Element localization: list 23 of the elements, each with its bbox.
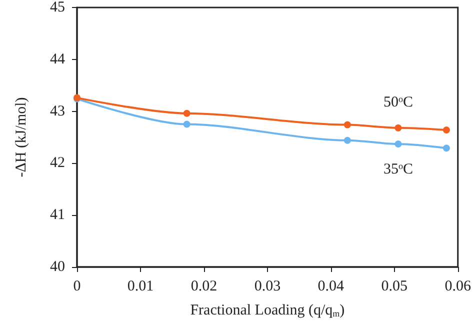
- y-tick-label: 44: [50, 51, 66, 68]
- x-tick-label: 0.01: [127, 278, 154, 294]
- y-tick-label: 45: [50, 0, 65, 16]
- x-tick-label: 0.05: [381, 278, 408, 294]
- x-tick-label: 0.04: [318, 278, 345, 294]
- x-tick-label: 0.02: [190, 278, 218, 294]
- x-axis-title: Fractional Loading (q/qm): [190, 302, 345, 318]
- point: [394, 124, 402, 132]
- point: [344, 121, 351, 128]
- x-tick-label: 0.06: [444, 278, 472, 294]
- point: [344, 136, 351, 144]
- x-tick-label: 0: [73, 278, 81, 294]
- y-tick-label: 42: [50, 155, 65, 172]
- point: [442, 144, 450, 152]
- y-tick-label: 41: [50, 207, 65, 224]
- y-tick-label: 43: [50, 103, 65, 120]
- y-axis-title: -ΔH (kJ/mol): [14, 97, 30, 178]
- point: [442, 126, 450, 134]
- point: [183, 110, 190, 117]
- y-tick-label: 40: [50, 259, 65, 275]
- point: [183, 120, 190, 128]
- point: [394, 140, 402, 148]
- x-tick-label: 0.03: [254, 278, 281, 294]
